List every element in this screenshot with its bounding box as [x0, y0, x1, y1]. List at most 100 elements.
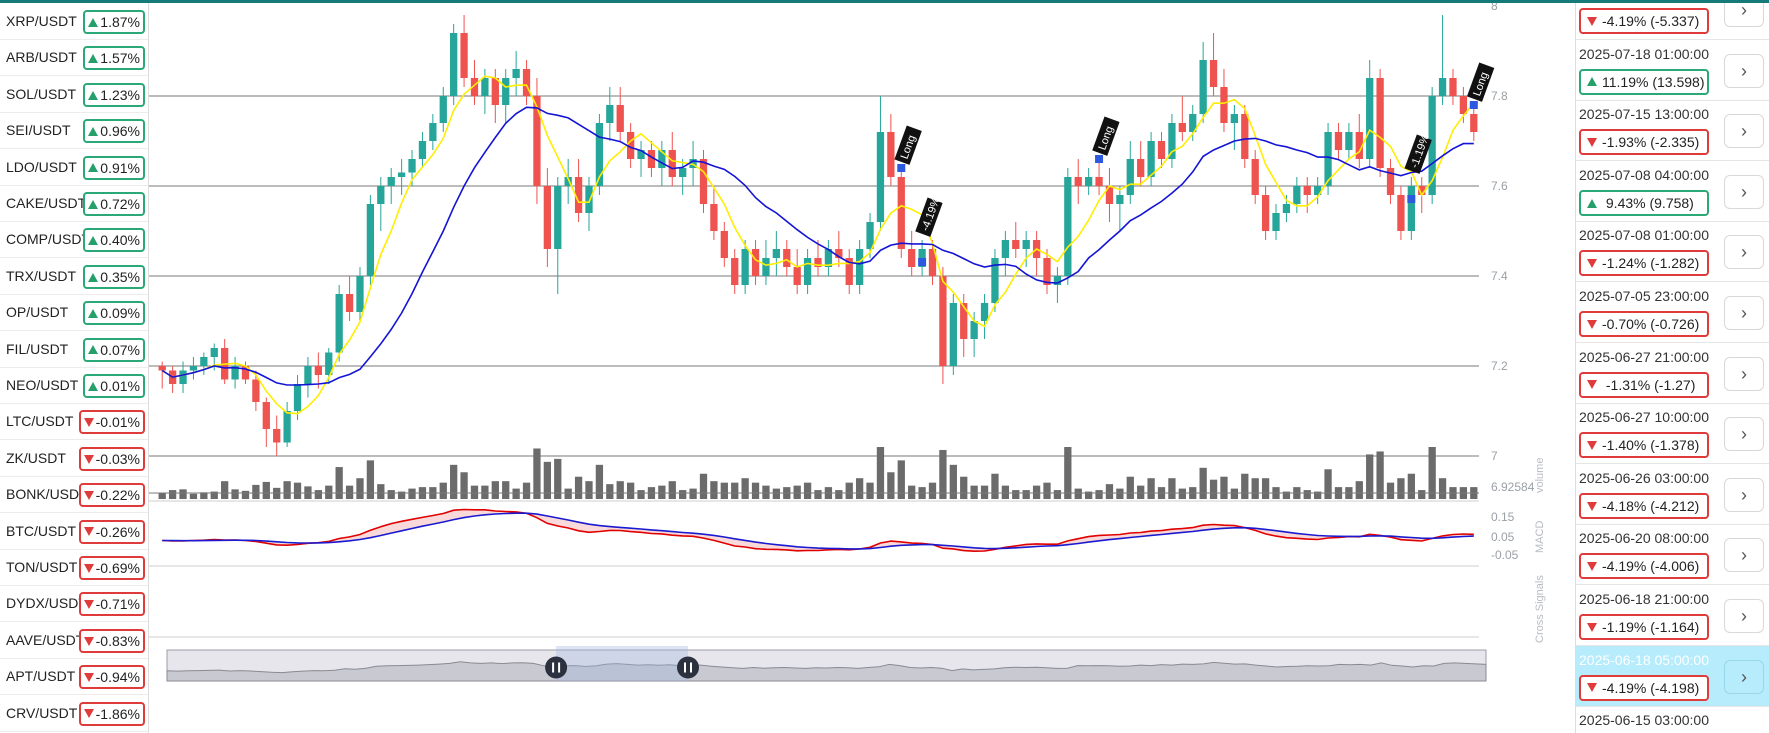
chevron-right-icon[interactable]: › [1724, 417, 1764, 452]
ticker-row[interactable]: FIL/USDT 0.07% [0, 331, 148, 368]
chevron-right-icon[interactable]: › [1724, 659, 1764, 694]
signal-row[interactable]: 2025-06-15 03:00:00 [1576, 706, 1769, 733]
ma-slow-line [161, 106, 1474, 386]
range-selection[interactable] [556, 646, 689, 681]
chevron-right-icon[interactable]: › [1724, 599, 1764, 633]
volume-bar [710, 481, 718, 499]
signal-row[interactable]: 2025-06-18 21:00:00 -1.19% (-1.164) › [1576, 585, 1769, 646]
signal-date: 2025-06-18 21:00:00 [1579, 591, 1709, 607]
ticker-row[interactable]: BTC/USDT -0.26% [0, 513, 148, 550]
candle-body [512, 69, 520, 78]
macd-axis-label: -0.05 [1491, 548, 1519, 562]
ticker-row[interactable]: AAVE/USDT -0.83% [0, 622, 148, 659]
ticker-change-badge: -0.26% [78, 519, 145, 544]
ticker-change-badge: 1.23% [83, 82, 145, 107]
candle-body [554, 186, 562, 249]
signal-row[interactable]: 2025-07-08 01:00:00 -1.24% (-1.282) › [1576, 221, 1769, 283]
signal-marker[interactable]: Long [894, 125, 922, 165]
candle-body [252, 379, 260, 402]
triangle-down-icon [1587, 16, 1597, 26]
signal-row[interactable]: -4.19% (-5.337) › [1576, 3, 1769, 40]
triangle-down-icon [83, 636, 94, 646]
candle-body [897, 177, 905, 249]
signal-row[interactable]: 2025-06-20 08:00:00 -4.19% (-4.006) › [1576, 524, 1769, 586]
candle-body [533, 96, 541, 186]
signal-row[interactable]: 2025-07-08 04:00:00 9.43% (9.758) › [1576, 161, 1769, 222]
chart-area[interactable]: 8 7.8 7.6 7.4 7.2 7 6.92584 volume Long -4.19% Lon… [149, 3, 1574, 733]
chevron-right-icon[interactable]: › [1724, 114, 1764, 149]
candle-body [1251, 159, 1259, 195]
price-chart[interactable]: 8 7.8 7.6 7.4 7.2 7 6.92584 volume Long -4.19% Lon… [149, 3, 1574, 733]
chevron-right-icon[interactable]: › [1724, 235, 1764, 270]
ticker-row[interactable]: TON/USDT -0.69% [0, 549, 148, 586]
ticker-row[interactable]: OP/USDT 0.09% [0, 294, 148, 332]
chevron-right-icon[interactable]: › [1724, 3, 1764, 27]
ticker-change-badge: 0.07% [83, 337, 145, 362]
ticker-row[interactable]: XRP/USDT 1.87% [0, 3, 148, 40]
range-handle[interactable] [545, 656, 568, 679]
candle-body [741, 249, 749, 285]
chevron-right-icon[interactable]: › [1724, 296, 1764, 330]
ticker-row[interactable]: LTC/USDT -0.01% [0, 403, 148, 441]
candle-body [408, 159, 416, 173]
signal-row[interactable]: 2025-07-15 13:00:00 -1.93% (-2.335) › [1576, 100, 1769, 162]
signal-change-value: -1.40% (-1.378) [1602, 437, 1700, 454]
chevron-right-icon[interactable]: › [1724, 538, 1764, 573]
signal-row[interactable]: 2025-06-18 05:00:00 -4.19% (-4.198) › [1576, 645, 1769, 707]
volume-bar [980, 485, 989, 499]
candle-body [658, 150, 666, 168]
ticker-row[interactable]: SEI/USDT 0.96% [0, 112, 148, 150]
signal-change-value: -4.19% (-4.198) [1602, 679, 1700, 696]
signal-marker[interactable]: Long [1466, 62, 1495, 102]
triangle-down-icon [83, 709, 94, 719]
signal-row[interactable]: 2025-06-27 10:00:00 -1.40% (-1.378) › [1576, 403, 1769, 465]
chevron-right-icon[interactable]: › [1724, 174, 1764, 209]
volume-bar [1053, 490, 1062, 499]
volume-bar [564, 488, 572, 499]
triangle-up-icon [1587, 198, 1597, 208]
signal-row[interactable]: 2025-07-05 23:00:00 -0.70% (-0.726) › [1576, 282, 1769, 343]
signal-marker[interactable]: Long [1092, 116, 1120, 156]
candle-body [1178, 123, 1186, 132]
signal-marker[interactable]: -4.19% [915, 195, 943, 237]
signal-row[interactable]: 2025-07-18 01:00:00 11.19% (13.598) › [1576, 40, 1769, 101]
volume-bar [1012, 490, 1020, 499]
candle-body [1012, 240, 1020, 249]
candle-body [1241, 114, 1249, 159]
signal-change-badge: 11.19% (13.598) [1579, 68, 1709, 95]
ticker-change-value: 0.07% [100, 341, 140, 358]
ticker-row[interactable]: BONK/USDT -0.22% [0, 476, 148, 514]
range-handle[interactable] [677, 656, 700, 679]
ticker-row[interactable]: ARB/USDT 1.57% [0, 39, 148, 77]
ticker-row[interactable]: APT/USDT -0.94% [0, 658, 148, 696]
volume-bar [1230, 488, 1239, 499]
ticker-row[interactable]: DYDX/USDT -0.71% [0, 585, 148, 623]
macd-axis-label: 0.15 [1491, 510, 1515, 524]
ticker-symbol: ZK/USDT [6, 449, 66, 466]
ticker-row[interactable]: TRX/USDT 0.35% [0, 258, 148, 295]
candle-body [418, 141, 427, 159]
ticker-row[interactable]: ZK/USDT -0.03% [0, 440, 148, 477]
ticker-symbol: BONK/USDT [6, 486, 88, 503]
signal-row[interactable]: 2025-06-27 21:00:00 -1.31% (-1.27) › [1576, 343, 1769, 404]
ticker-symbol: SEI/USDT [6, 122, 71, 139]
ticker-row[interactable]: CRV/USDT -1.86% [0, 695, 148, 732]
volume-bar [866, 482, 874, 499]
ticker-row[interactable]: NEO/USDT 0.01% [0, 367, 148, 404]
ticker-row[interactable]: CAKE/USDT 0.72% [0, 185, 148, 222]
candle-body [1053, 276, 1062, 285]
volume-bar [814, 490, 822, 499]
ticker-row[interactable]: COMP/USDT 0.40% [0, 221, 148, 259]
ticker-row[interactable]: LDO/USDT 0.91% [0, 149, 148, 186]
signal-row[interactable]: 2025-06-26 03:00:00 -4.18% (-4.212) › [1576, 464, 1769, 525]
volume-bar [241, 490, 250, 499]
chevron-right-icon[interactable]: › [1724, 53, 1764, 88]
chevron-right-icon[interactable]: › [1724, 356, 1764, 391]
ticker-change-badge: 0.72% [83, 192, 145, 216]
ticker-row[interactable]: SOL/USDT 1.23% [0, 76, 148, 113]
ticker-change-value: -0.26% [95, 523, 140, 540]
volume-bar [1397, 478, 1405, 499]
ticker-symbol: LDO/USDT [6, 158, 77, 175]
signal-marker-point [1407, 195, 1416, 203]
chevron-right-icon[interactable]: › [1724, 477, 1764, 512]
